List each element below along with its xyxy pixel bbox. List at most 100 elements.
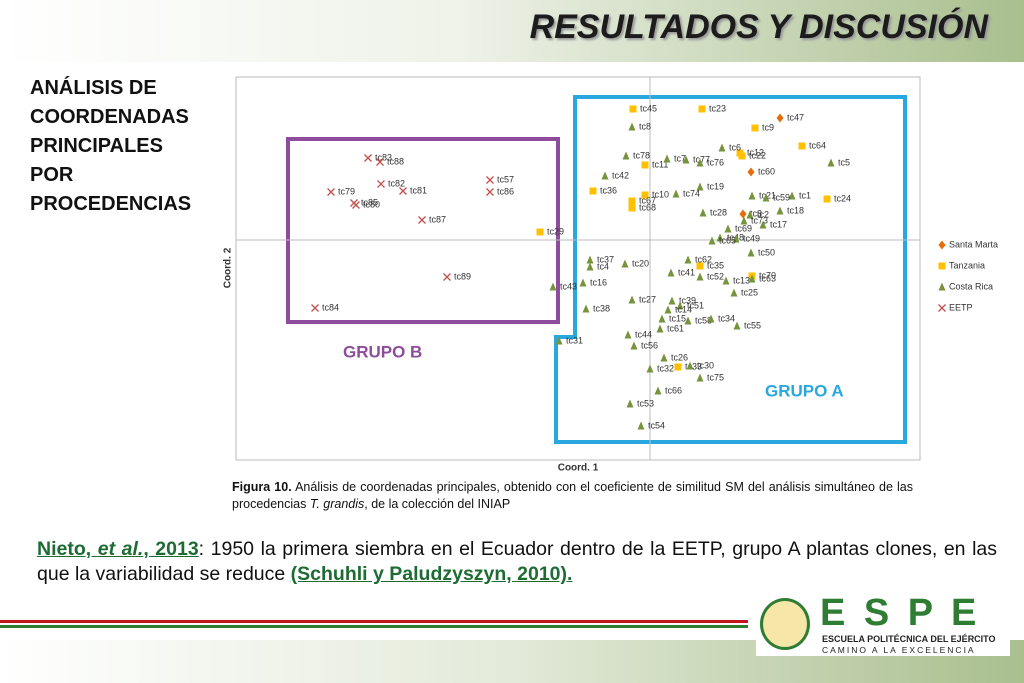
point-label: tc27 [639, 294, 656, 304]
point [658, 314, 666, 323]
paragraph: : 1950 la primera siembra en el Ecuador … [37, 538, 998, 585]
chart-area [220, 70, 1012, 478]
point [724, 224, 732, 233]
point-label: tc25 [741, 287, 758, 297]
point-label: tc49 [743, 233, 760, 243]
sidebar-line: COORDENADAS [30, 106, 189, 128]
point [747, 248, 755, 257]
point-label: tc55 [744, 320, 761, 330]
point [656, 324, 664, 333]
sidebar-line: PRINCIPALES [30, 135, 163, 157]
point-label: tc26 [671, 352, 688, 362]
point-label: tc51 [687, 300, 704, 310]
point [486, 176, 494, 184]
point [486, 188, 494, 196]
point [579, 278, 587, 287]
point [722, 276, 730, 285]
caption-text: , de la colección del INIAP [364, 497, 511, 511]
point-label: tc78 [633, 150, 650, 160]
point [707, 314, 715, 323]
point-label: tc73 [751, 215, 768, 225]
point [663, 154, 671, 163]
sidebar-line: POR [30, 164, 74, 186]
plot-frame [235, 76, 921, 461]
sidebar-line: ANÁLISIS DE [30, 77, 157, 99]
point [733, 321, 741, 330]
point-label: tc2 [757, 209, 769, 219]
point-label: tc5 [838, 157, 850, 167]
point-label: tc76 [707, 157, 724, 167]
point [586, 262, 594, 271]
point-label: tc54 [648, 420, 665, 430]
point [674, 363, 682, 371]
legend-marker [938, 240, 946, 250]
point-label: tc41 [678, 267, 695, 277]
annotation: GRUPO B [343, 342, 422, 361]
point [676, 301, 684, 310]
point-label: tc56 [641, 340, 658, 350]
point [641, 161, 649, 169]
cite: , 2013 [143, 538, 199, 560]
point-label: tc11 [652, 159, 668, 169]
legend-label: EETP [949, 302, 973, 312]
reference-link[interactable]: (Schuhli y Paludzyszyn, 2010). [290, 563, 573, 585]
annotation: GRUPO A [765, 381, 844, 400]
point [696, 373, 704, 382]
point [740, 216, 748, 225]
point [443, 273, 451, 281]
point [698, 105, 706, 113]
legend-label: Tanzania [949, 260, 985, 270]
point-label: tc8 [639, 121, 651, 131]
point [376, 158, 384, 166]
point-label: tc47 [787, 112, 804, 122]
point-label: tc66 [665, 385, 682, 395]
figure-caption: Figura 10. Análisis de coordenadas princ… [232, 479, 913, 513]
point-label: tc59 [773, 192, 790, 202]
point-label: tc34 [718, 313, 735, 323]
point [759, 220, 767, 229]
point [827, 158, 835, 167]
body-text: Nieto, et al., 2013: 1950 la primera sie… [37, 537, 997, 587]
point [748, 274, 756, 283]
point [586, 255, 594, 264]
point-label: tc29 [547, 226, 564, 236]
point [751, 124, 759, 132]
point-label: tc23 [709, 103, 726, 113]
point-label: tc24 [834, 193, 851, 203]
point-label: tc30 [697, 360, 714, 370]
caption-species: T. grandis [309, 497, 365, 511]
point-label: tc16 [590, 277, 607, 287]
legend-label: Costa Rica [949, 281, 993, 291]
point-label: tc36 [600, 185, 617, 195]
group-a-box [554, 95, 907, 444]
legend-marker [938, 282, 946, 291]
point-label: tc43 [560, 281, 577, 291]
point [555, 336, 563, 345]
point [418, 216, 426, 224]
point [621, 259, 629, 268]
point-label: tc89 [454, 271, 471, 281]
point [798, 142, 806, 150]
point-label: tc88 [387, 156, 404, 166]
point-label: tc12 [747, 147, 764, 157]
point [696, 158, 704, 167]
point [708, 236, 716, 245]
point [672, 189, 680, 198]
point [628, 295, 636, 304]
group-b-box [286, 137, 560, 324]
point [747, 167, 755, 177]
point [699, 208, 707, 217]
x-axis-label: Coord. 1 [558, 463, 599, 474]
point-label: tc39 [679, 295, 696, 305]
citation-link[interactable]: Nieto, et al., 2013 [37, 538, 199, 560]
point-label: tc68 [639, 202, 656, 212]
point [364, 154, 372, 162]
point [549, 282, 557, 291]
point [762, 193, 770, 202]
point-label: tc13 [733, 275, 750, 285]
legend-marker [938, 304, 946, 312]
point-label: tc28 [710, 207, 727, 217]
point [589, 187, 597, 195]
point-label: tc64 [809, 140, 826, 150]
point-label: tc62 [695, 254, 712, 264]
